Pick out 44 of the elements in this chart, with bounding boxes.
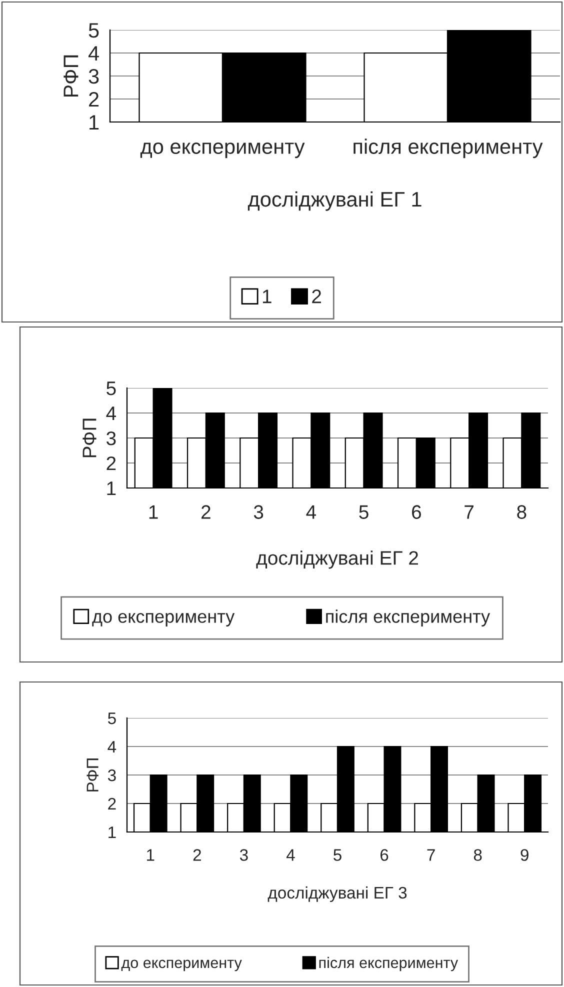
legend-label: до експерименту [121, 960, 242, 972]
y-axis-title: РФП [64, 55, 78, 97]
y-tick-label: 5 [88, 23, 99, 38]
y-tick-label: 3 [108, 769, 116, 782]
x-tick-label: 3 [254, 505, 264, 519]
x-tick-label: 6 [412, 505, 421, 519]
y-tick-label: 5 [106, 382, 116, 396]
legend-label: після експерименту [319, 956, 458, 972]
x-tick-label: 3 [240, 849, 248, 861]
x-tick-label: 1 [149, 505, 158, 519]
x-tick-label: 5 [359, 505, 368, 519]
x-tick-label: 4 [286, 849, 295, 861]
y-tick-label: 3 [88, 69, 99, 84]
y-tick-label: 3 [106, 431, 116, 446]
x-axis-title: досліджувані ЕГ 1 [248, 191, 422, 211]
legend-label: до експерименту [92, 613, 235, 626]
x-tick-label: 1 [147, 849, 154, 861]
x-tick-label: 7 [427, 849, 435, 861]
x-tick-label: 2 [193, 849, 201, 861]
x-tick-label: 8 [474, 849, 482, 861]
y-tick-label: 2 [89, 92, 99, 107]
x-tick-label: 7 [464, 505, 474, 519]
legend-label: 1 [262, 290, 272, 304]
y-axis-title: РФП [86, 758, 98, 792]
x-tick-label: 6 [380, 849, 388, 861]
y-tick-label: 2 [108, 798, 116, 810]
y-tick-label: 2 [106, 456, 116, 470]
x-tick-label: 2 [202, 505, 210, 519]
legend-label: 2 [312, 290, 322, 304]
y-tick-label: 1 [108, 826, 116, 838]
x-axis-title: досліджувані ЕГ 2 [256, 550, 418, 569]
x-tick-label: 9 [520, 849, 528, 861]
y-axis-title: РФП [82, 418, 96, 458]
legend-label: після експерименту [326, 610, 490, 626]
x-axis-title: досліджувані ЕГ 3 [268, 886, 407, 902]
x-tick-label: 8 [517, 505, 526, 519]
y-tick-label: 1 [107, 482, 116, 496]
y-tick-label: 4 [106, 406, 116, 420]
y-tick-label: 4 [108, 741, 116, 753]
y-tick-label: 5 [108, 712, 116, 724]
y-tick-label: 4 [88, 46, 99, 61]
x-tick-label: 5 [334, 849, 342, 861]
y-tick-label: 1 [90, 115, 99, 130]
x-tick-label: 4 [306, 505, 316, 519]
